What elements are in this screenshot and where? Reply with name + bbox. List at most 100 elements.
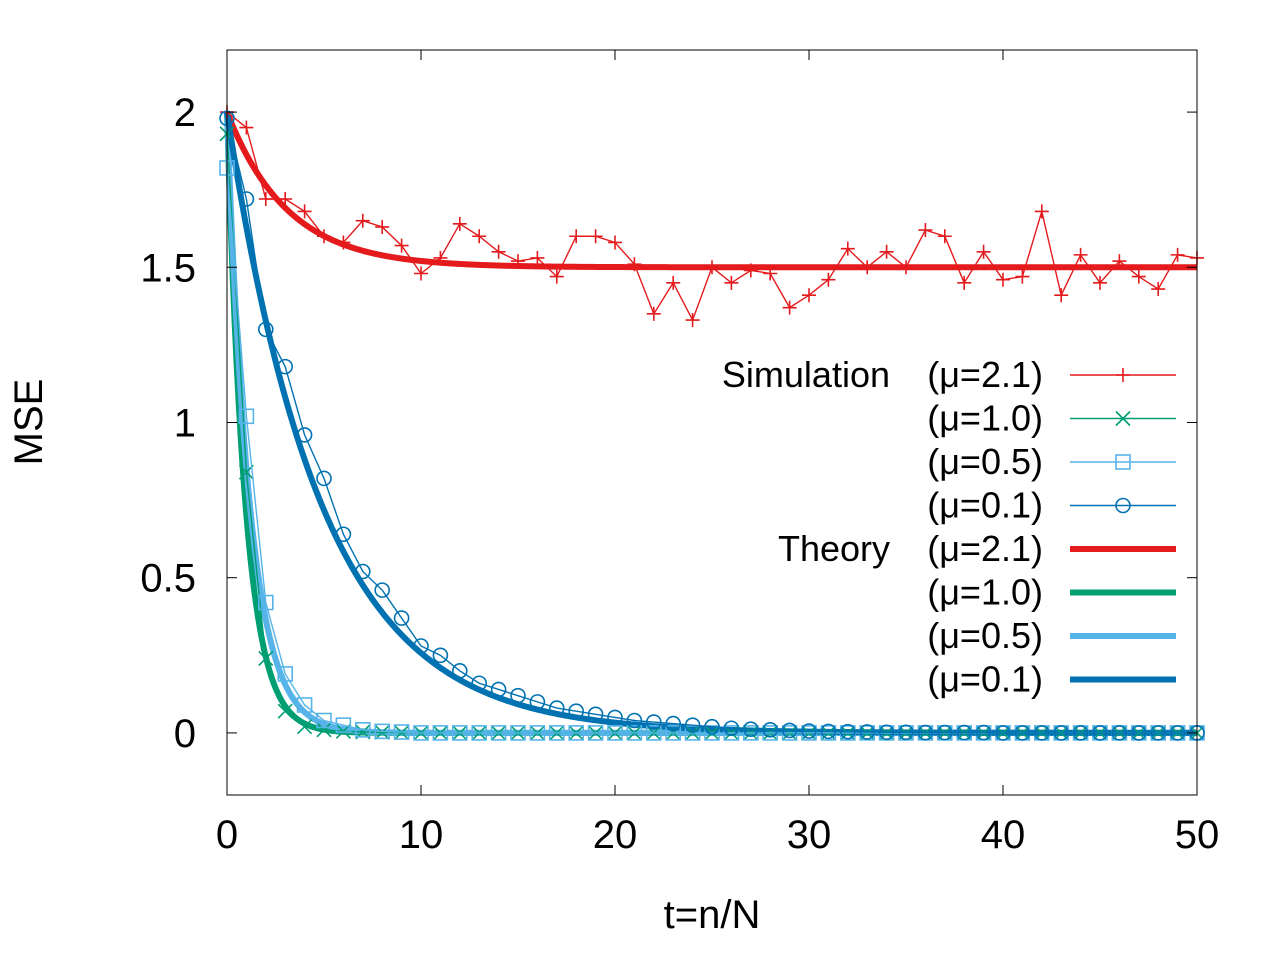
simulation-point-2 [277,666,294,682]
simulation-point-0 [627,257,642,272]
simulation-point-3 [723,720,740,737]
simulation-point-0 [996,272,1010,287]
x-tick-label: 50 [1175,813,1220,857]
simulation-point-3 [956,724,973,741]
legend: Simulation (μ=2.1)(μ=1.0)(μ=0.5)(μ=0.1)Th… [722,354,1176,700]
simulation-point-2 [704,725,720,741]
simulation-point-0 [1151,282,1166,297]
simulation-point-3 [839,723,856,740]
simulation-point-3 [238,191,255,207]
simulation-point-2 [393,724,410,740]
simulation-point-3 [665,715,682,732]
simulation-point-0 [821,272,836,287]
simulation-point-3 [374,582,391,598]
simulation-point-3 [510,687,526,704]
simulation-line-3 [226,118,1197,734]
simulation-point-0 [239,120,254,135]
simulation-point-0 [685,313,700,328]
simulation-point-0 [549,269,564,284]
simulation-point-2 [723,725,740,741]
legend-sample-marker [1115,497,1131,514]
simulation-point-3 [626,712,643,729]
simulation-point-0 [957,275,972,290]
simulation-point-2 [296,697,313,713]
simulation-point-0 [258,192,273,206]
simulation-point-3 [1111,725,1128,741]
simulation-point-0 [918,223,933,238]
legend-sample-marker [1116,368,1130,382]
simulation-point-0 [530,250,545,265]
y-tick-label: 0.5 [140,557,196,601]
simulation-point-3 [995,725,1011,741]
simulation-point-3 [820,723,837,740]
simulation-point-3 [859,724,876,740]
theory-line-3 [224,111,1199,736]
simulation-point-3 [548,700,565,716]
simulation-point-3 [1053,725,1069,741]
simulation-point-3 [898,724,914,741]
simulation-point-3 [354,563,371,580]
simulation-point-3 [1034,725,1050,741]
x-tick-label: 20 [593,813,638,857]
simulation-point-3 [568,703,585,719]
simulation-point-2 [238,408,255,425]
x-tick-label: 10 [399,813,444,857]
simulation-point-3 [878,724,895,741]
theory-line-2 [224,111,1199,736]
simulation-point-1 [297,719,313,735]
y-tick-label: 1.5 [140,246,196,290]
simulation-point-3 [917,724,934,741]
simulation-point-2 [607,725,623,741]
simulation-point-2 [645,725,662,741]
simulation-point-3 [316,470,332,487]
simulation-point-2 [354,722,371,738]
legend-label: (μ=2.1) [927,528,1043,569]
simulation-point-2 [413,725,429,741]
plot-marks [219,105,1205,741]
legend-label: (μ=2.1) [927,354,1043,395]
simulation-point-0 [899,260,913,275]
simulation-point-3 [1092,725,1108,741]
legend-label: (μ=1.0) [927,572,1043,613]
y-tick-label: 0 [174,712,196,756]
simulation-point-3 [1014,725,1031,741]
x-axis-title: t=n/N [664,893,761,937]
simulation-point-3 [335,526,352,543]
simulation-point-0 [511,254,525,269]
simulation-point-0 [588,229,603,244]
simulation-point-0 [763,266,778,281]
simulation-point-3 [781,722,798,739]
simulation-point-0 [1073,247,1088,262]
simulation-point-2 [510,725,526,741]
simulation-point-1 [258,650,274,666]
legend-label-prefix: Simulation [722,354,890,395]
simulation-point-0 [297,204,312,219]
simulation-point-0 [937,229,952,244]
simulation-point-0 [608,235,622,250]
simulation-point-3 [296,427,313,443]
simulation-point-3 [1131,725,1147,741]
simulation-point-3 [529,694,546,710]
simulation-point-0 [782,300,797,315]
legend-label: (μ=1.0) [927,398,1043,439]
axis-ticks: 0 10 20 30 40 50 0 0.5 1 1.5 2 [140,50,1219,857]
simulation-point-3 [975,724,992,741]
simulation-point-0 [278,192,293,206]
y-axis-title: MSE [7,379,51,466]
simulation-point-3 [1150,725,1166,741]
x-tick-label: 0 [216,813,238,857]
simulation-point-3 [490,681,507,698]
legend-label: (μ=0.5) [927,441,1043,482]
simulation-point-2 [626,725,643,741]
legend-label: (μ=0.1) [927,485,1043,526]
theory-line-0 [224,110,1199,271]
simulation-point-1 [277,703,293,719]
simulation-point-2 [742,725,759,741]
simulation-point-0 [976,244,991,259]
simulation-point-2 [587,725,604,741]
simulation-point-0 [860,260,875,275]
simulation-point-3 [277,358,294,375]
simulation-point-0 [1170,247,1185,262]
simulation-point-0 [1054,288,1069,303]
simulation-point-0 [705,260,719,275]
